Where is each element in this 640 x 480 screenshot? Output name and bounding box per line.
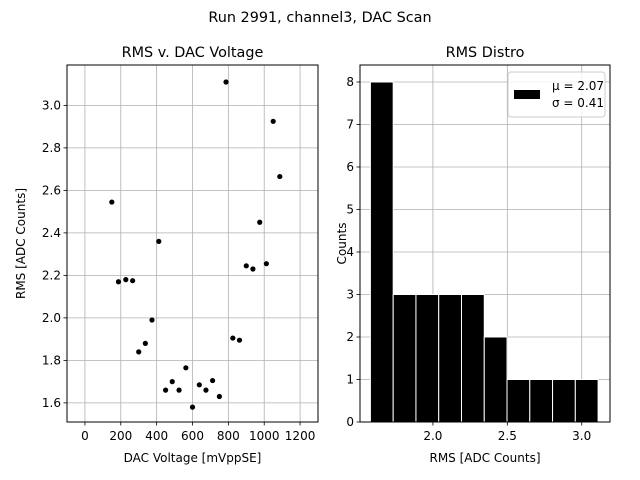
legend-swatch — [514, 90, 540, 99]
histogram-y-tick-label: 7 — [346, 118, 354, 132]
scatter-y-tick-label: 2.4 — [42, 226, 61, 240]
scatter-point — [250, 266, 256, 272]
scatter-point — [109, 199, 115, 205]
scatter-x-ticks: 0 200 400 600 800 1000 1200 — [81, 422, 315, 443]
scatter-point — [183, 365, 189, 371]
scatter-point — [263, 261, 269, 267]
scatter-grid — [67, 65, 318, 422]
scatter-y-axis-label: RMS [ADC Counts] — [14, 188, 28, 299]
scatter-point — [130, 278, 136, 284]
histogram-y-tick-label: 0 — [346, 415, 354, 429]
scatter-y-ticks: 1.6 1.8 2.0 2.2 2.4 2.6 2.8 3.0 — [42, 99, 67, 410]
histogram-x-axis-label: RMS [ADC Counts] — [429, 451, 540, 465]
histogram-x-tick-label: 2.0 — [423, 429, 442, 443]
histogram-bars — [369, 81, 599, 423]
histogram-bar — [483, 336, 508, 423]
scatter-x-tick-label: 800 — [217, 429, 240, 443]
scatter-point — [209, 377, 216, 384]
histogram-axes: RMS Distro 2.0 2.5 3.0 0 1 2 3 4 5 6 7 8 RMS [ADC … — [335, 45, 611, 465]
scatter-y-tick-label: 2.0 — [42, 311, 61, 325]
scatter-point — [142, 340, 148, 346]
histogram-x-tick-label: 2.5 — [498, 429, 517, 443]
histogram-y-tick-label: 1 — [346, 373, 354, 387]
scatter-point — [156, 238, 162, 244]
scatter-axes: RMS v. DAC Voltage 0 200 400 600 800 1000 1200… — [14, 45, 319, 465]
scatter-x-tick-label: 0 — [81, 429, 89, 443]
histogram-legend: μ = 2.07 σ = 0.41 — [507, 71, 606, 118]
scatter-title: RMS v. DAC Voltage — [122, 45, 264, 61]
histogram-y-tick-label: 6 — [346, 160, 354, 174]
scatter-x-tick-label: 200 — [109, 429, 132, 443]
scatter-y-tick-label: 2.6 — [42, 184, 61, 198]
histogram-y-tick-label: 4 — [346, 245, 354, 259]
scatter-point — [169, 379, 175, 385]
scatter-point — [243, 263, 249, 269]
scatter-y-tick-label: 1.6 — [42, 396, 61, 410]
histogram-bar — [369, 81, 394, 423]
scatter-x-tick-label: 600 — [181, 429, 204, 443]
histogram-y-tick-label: 5 — [346, 203, 354, 217]
histogram-bar — [415, 294, 440, 423]
histogram-y-tick-label: 3 — [346, 288, 354, 302]
scatter-x-axis-label: DAC Voltage [mVppSE] — [124, 451, 262, 465]
histogram-x-ticks: 2.0 2.5 3.0 — [423, 422, 591, 443]
scatter-point — [123, 277, 129, 283]
scatter-point — [223, 79, 229, 85]
scatter-y-tick-label: 3.0 — [42, 99, 61, 113]
scatter-y-tick-label: 2.8 — [42, 141, 61, 155]
scatter-point — [270, 118, 276, 124]
scatter-point — [196, 382, 202, 388]
legend-box — [507, 71, 606, 118]
histogram-y-tick-label: 2 — [346, 330, 354, 344]
scatter-point — [136, 349, 142, 355]
scatter-point — [236, 337, 243, 343]
histogram-bar — [529, 379, 554, 423]
scatter-point — [277, 173, 283, 180]
histogram-bar — [438, 294, 462, 423]
legend-mu-label: μ = 2.07 — [552, 79, 604, 93]
histogram-bar — [392, 294, 417, 423]
scatter-x-tick-label: 400 — [145, 429, 168, 443]
scatter-x-tick-label: 1200 — [285, 429, 316, 443]
legend-sigma-label: σ = 0.41 — [552, 96, 604, 110]
histogram-y-ticks: 0 1 2 3 4 5 6 7 8 — [346, 75, 360, 429]
scatter-point — [176, 387, 182, 393]
scatter-points — [109, 79, 283, 410]
histogram-title: RMS Distro — [446, 45, 525, 61]
histogram-bar — [552, 379, 576, 423]
histogram-y-axis-label: Counts — [335, 223, 349, 265]
scatter-point — [257, 219, 263, 225]
scatter-point — [203, 387, 209, 393]
scatter-y-tick-label: 1.8 — [42, 354, 61, 368]
scatter-point — [115, 279, 122, 285]
histogram-x-tick-label: 3.0 — [572, 429, 591, 443]
scatter-y-tick-label: 2.2 — [42, 269, 61, 283]
scatter-point — [230, 335, 236, 341]
scatter-point — [149, 317, 155, 323]
scatter-point — [189, 404, 196, 410]
scatter-point — [163, 387, 169, 393]
scatter-point — [216, 393, 222, 400]
figure-suptitle: Run 2991, channel3, DAC Scan — [208, 10, 431, 26]
histogram-y-tick-label: 8 — [346, 75, 354, 89]
scatter-x-tick-label: 1000 — [249, 429, 280, 443]
histogram-frame — [359, 64, 611, 423]
histogram-bar — [574, 379, 599, 423]
histogram-bar — [506, 379, 531, 423]
histogram-bar — [460, 294, 485, 423]
